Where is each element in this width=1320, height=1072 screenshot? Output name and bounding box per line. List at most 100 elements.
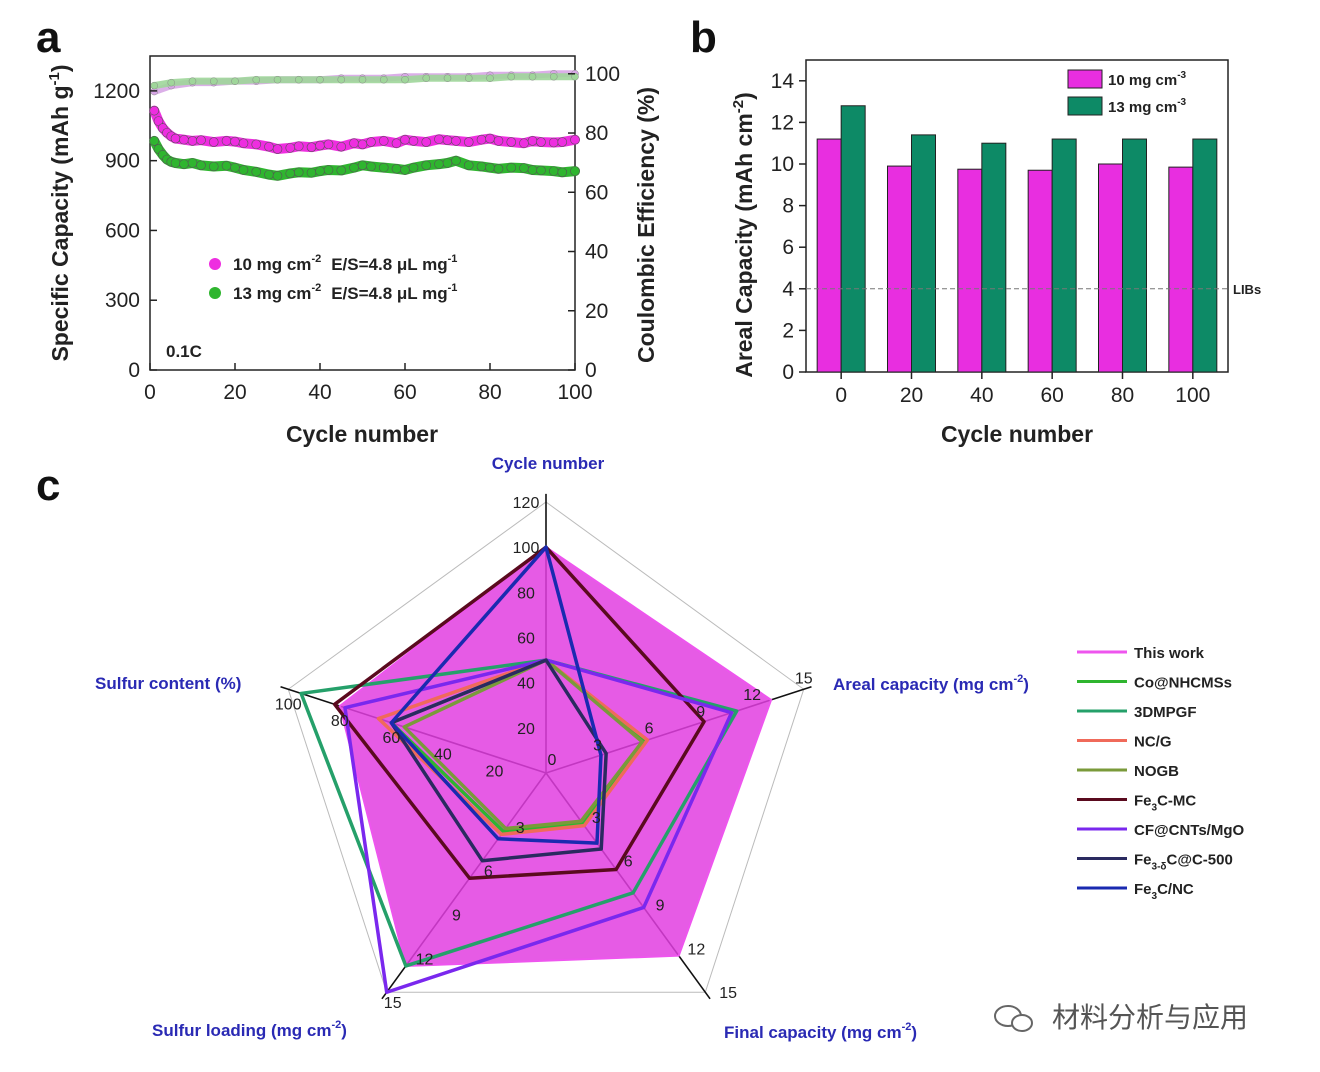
legend-label: NC/G	[1134, 734, 1172, 751]
ce-point	[273, 75, 282, 84]
ce-point	[401, 75, 409, 84]
capacity-point	[421, 137, 432, 147]
capacity-point	[230, 162, 240, 173]
radar-axis-label-final: Final capacity (mg cm-2)	[724, 1021, 917, 1042]
radar-tick-label: 40	[434, 747, 452, 764]
panel-a-y-tick-label: 300	[105, 289, 140, 312]
panel-b-y-axis-title: Areal Capacity (mAh cm-2)	[730, 92, 757, 378]
bar	[1122, 138, 1147, 373]
panel-b-y-tick-label: 10	[771, 153, 794, 176]
capacity-point	[476, 161, 487, 172]
capacity-point	[548, 166, 559, 176]
capacity-point	[400, 134, 410, 145]
capacity-point	[463, 160, 474, 171]
radar-series-polygon	[343, 658, 734, 994]
radar-series-polygon	[332, 545, 706, 880]
ce-point	[358, 75, 367, 84]
radar-tick-label: 15	[384, 995, 402, 1012]
panel-b-x-tick-label: 60	[1040, 384, 1063, 407]
capacity-point	[506, 162, 517, 173]
panel-c-label: c	[36, 461, 60, 510]
capacity-point	[264, 141, 274, 152]
panel-a-x-tick-label: 40	[308, 381, 331, 404]
panel-a-y2-tick-label: 20	[585, 300, 608, 323]
radar-axis-label-sulfur-content: Sulfur content (%)	[95, 674, 241, 693]
legend-label: This work	[1134, 645, 1205, 662]
ce-point	[231, 77, 239, 85]
radar-axis-label-sulfur-loading: Sulfur loading (mg cm-2)	[152, 1019, 347, 1040]
legend-label: Co@NHCMSs	[1134, 675, 1232, 692]
radar-tick-label: 3	[516, 820, 525, 837]
capacity-point	[519, 163, 529, 173]
radar-tick-label: 100	[513, 540, 540, 557]
legend-marker-10	[209, 258, 221, 270]
radar-tick-label: 6	[624, 854, 633, 871]
radar-tick-label: 9	[452, 908, 461, 925]
panel-b-y-tick-label: 2	[782, 319, 794, 342]
capacity-point	[548, 137, 559, 148]
ce-point	[380, 75, 388, 84]
panel-a-y-axis-title: Specific Capacity (mAh g-1)	[46, 64, 73, 361]
libs-reference-label: LIBs	[1233, 282, 1261, 297]
capacity-point	[357, 139, 368, 150]
radar-tick-label: 12	[743, 687, 761, 704]
radar-tick-label: 9	[696, 704, 705, 721]
capacity-point	[149, 105, 160, 116]
capacity-point	[179, 134, 189, 145]
bar	[957, 168, 983, 373]
capacity-point	[208, 161, 219, 172]
panel-a-y2-axis-title: Coulombic Efficiency (%)	[633, 87, 659, 363]
capacity-point	[315, 166, 325, 176]
capacity-point	[357, 160, 368, 171]
capacity-point	[408, 136, 419, 146]
panel-b-y-tick-label: 14	[771, 70, 795, 93]
capacity-point	[149, 136, 160, 146]
radar-tick-label: 80	[331, 713, 349, 730]
capacity-point	[366, 137, 376, 147]
panel-b-y-tick-label: 0	[782, 361, 794, 384]
ce-point	[295, 75, 303, 84]
capacity-point	[557, 137, 568, 147]
capacity-point	[170, 158, 181, 168]
capacity-point	[230, 136, 240, 147]
radar-ticks: 20 40 60 80 100 120 3 6 9 12 15 3 6 9 12 15 3 6 9 12 15 20 40 6…	[275, 495, 813, 1012]
radar-series-polygon	[402, 658, 644, 831]
ce-point	[150, 81, 158, 90]
capacity-point	[238, 165, 249, 175]
capacity-point	[442, 135, 453, 145]
panel-a-frame	[149, 55, 576, 371]
capacity-point	[221, 160, 232, 171]
capacity-point	[285, 143, 296, 153]
panel-a-y2-tick-label: 0	[585, 359, 597, 382]
radar-tick-label: 3	[592, 810, 601, 827]
capacity-point	[527, 165, 538, 175]
panel-a-x-tick-label: 60	[393, 381, 416, 404]
capacity-point	[196, 160, 206, 171]
capacity-point	[208, 137, 219, 147]
panel-a-label: a	[36, 13, 61, 62]
legend-label: CF@CNTs/MgO	[1134, 822, 1245, 839]
panel-a-y2-tick-label: 100	[585, 63, 620, 86]
bar	[840, 105, 866, 373]
capacity-point	[463, 137, 474, 147]
ce-point	[210, 77, 218, 85]
watermark-text: 材料分析与应用	[1052, 1001, 1248, 1034]
capacity-point	[179, 159, 189, 169]
capacity-point	[570, 134, 580, 145]
capacity-point	[570, 166, 580, 176]
capacity-point	[391, 138, 402, 149]
legend-label-b-13: 13 mg cm-3	[1108, 97, 1187, 116]
capacity-point	[306, 167, 317, 178]
radar-series	[299, 545, 773, 994]
panel-a-rate-annotation: 0.1C	[166, 342, 202, 361]
panel-a-y-tick-label: 600	[105, 219, 140, 242]
capacity-point	[434, 159, 444, 169]
panel-a-y2-tick-label: 40	[585, 241, 608, 264]
panel-b-frame	[805, 59, 1229, 373]
capacity-point	[519, 138, 529, 149]
ce-point	[443, 74, 452, 82]
legend-label-b-10: 10 mg cm-3	[1108, 70, 1187, 89]
legend-swatch-10	[1067, 69, 1103, 89]
radar-tick-label: 15	[719, 985, 737, 1002]
capacity-point	[323, 165, 334, 175]
